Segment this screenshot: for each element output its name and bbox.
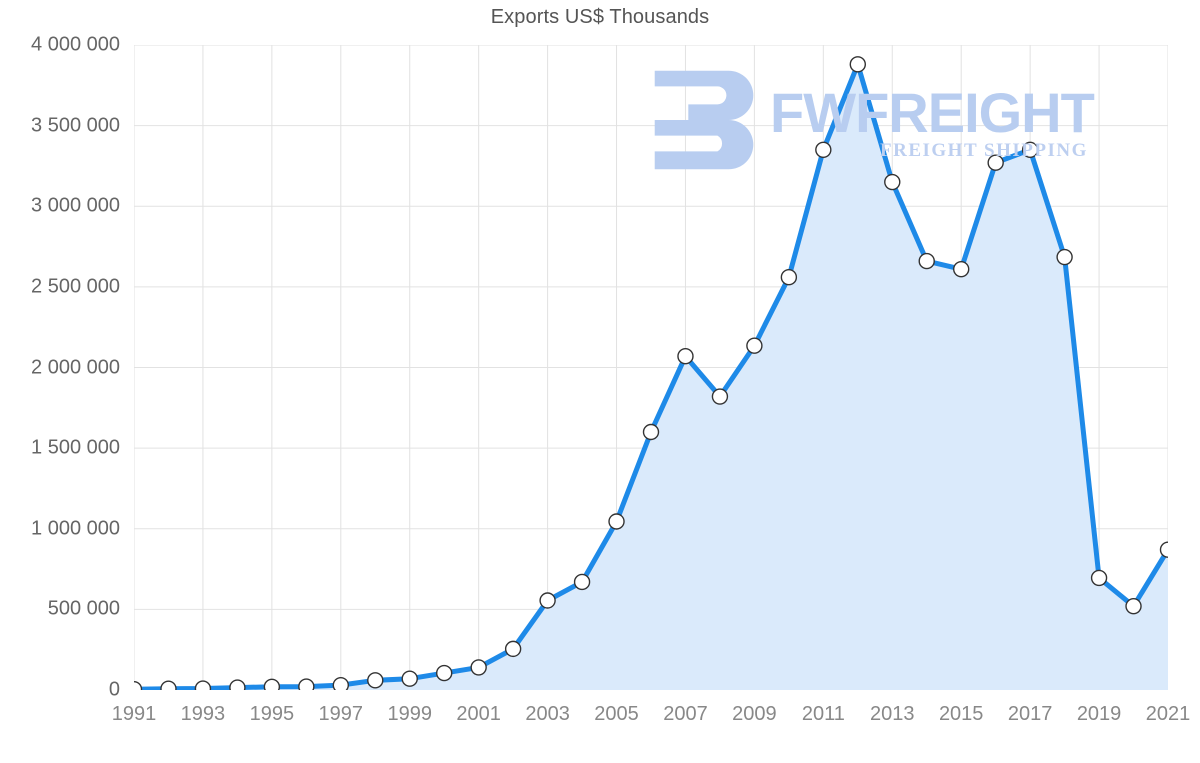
x-axis-tick-label: 2013	[870, 703, 915, 725]
x-axis-tick-label: 2009	[732, 703, 777, 725]
data-point-marker[interactable]	[953, 260, 970, 278]
data-point-marker[interactable]	[367, 672, 384, 689]
x-axis-tick-label: 1993	[180, 703, 226, 725]
x-axis-tick-label: 2007	[663, 703, 708, 725]
y-axis-tick-label: 2 500 000	[31, 275, 120, 298]
x-axis-tick-label: 1995	[249, 703, 295, 725]
y-axis-tick-label: 1 500 000	[31, 436, 120, 459]
y-axis-tick-label: 0	[108, 678, 120, 701]
data-point-marker[interactable]	[918, 252, 935, 270]
data-point-marker[interactable]	[1090, 569, 1108, 587]
data-point-marker[interactable]	[573, 573, 591, 591]
data-point-markers[interactable]	[134, 56, 1169, 690]
data-point-marker[interactable]	[608, 513, 625, 530]
data-point-marker[interactable]	[884, 173, 901, 191]
y-axis-tick-label: 3 500 000	[31, 114, 120, 137]
data-point-marker[interactable]	[746, 337, 763, 354]
plot-area	[134, 45, 1168, 690]
data-point-marker[interactable]	[815, 141, 832, 159]
data-point-marker[interactable]	[1125, 597, 1142, 615]
data-point-marker[interactable]	[194, 680, 212, 690]
data-point-marker[interactable]	[160, 680, 177, 690]
x-axis-tick-label: 1999	[387, 703, 432, 725]
x-axis-tick-label: 2003	[525, 703, 570, 725]
data-point-marker[interactable]	[263, 678, 281, 690]
data-point-marker[interactable]	[987, 154, 1004, 171]
data-point-marker[interactable]	[1056, 248, 1073, 266]
y-axis-labels: 0 500 000 1 000 000 1 500 000 2 000 000 2 500…	[0, 0, 134, 763]
data-point-marker[interactable]	[1021, 141, 1039, 159]
data-point-marker[interactable]	[436, 664, 453, 682]
data-point-marker[interactable]	[401, 670, 418, 687]
y-axis-tick-label: 4 000 000	[31, 33, 120, 56]
x-axis-tick-label: 2017	[1007, 703, 1053, 725]
x-axis-tick-label: 2001	[456, 703, 501, 725]
data-point-marker[interactable]	[470, 659, 487, 676]
y-axis-tick-label: 500 000	[47, 597, 120, 620]
data-point-marker[interactable]	[539, 592, 556, 609]
data-point-marker[interactable]	[642, 423, 660, 441]
x-axis-tick-label: 2021	[1145, 703, 1191, 725]
x-axis-tick-label: 1991	[111, 703, 157, 725]
data-point-marker[interactable]	[504, 640, 522, 658]
y-axis-tick-label: 3 000 000	[31, 194, 120, 217]
x-axis-tick-label: 2019	[1076, 703, 1122, 725]
area-fill	[134, 64, 1168, 690]
y-axis-tick-label: 2 000 000	[31, 356, 120, 378]
data-point-marker[interactable]	[134, 680, 143, 690]
data-point-marker[interactable]	[780, 268, 798, 286]
data-point-marker[interactable]	[332, 676, 349, 690]
data-point-marker[interactable]	[298, 678, 315, 690]
data-point-marker[interactable]	[1159, 541, 1169, 558]
data-point-marker[interactable]	[711, 388, 729, 405]
x-axis-tick-label: 2015	[938, 703, 984, 725]
x-axis-tick-label: 1997	[318, 703, 364, 725]
chart-title: Exports US$ Thousands	[490, 6, 710, 28]
x-axis-tick-label: 2011	[801, 703, 845, 725]
x-axis-tick-label: 2005	[594, 703, 639, 725]
data-point-marker[interactable]	[677, 348, 694, 365]
area-chart-svg	[134, 45, 1168, 690]
data-point-marker[interactable]	[229, 679, 246, 690]
data-point-marker[interactable]	[849, 56, 866, 73]
y-axis-tick-label: 1 000 000	[31, 517, 120, 540]
